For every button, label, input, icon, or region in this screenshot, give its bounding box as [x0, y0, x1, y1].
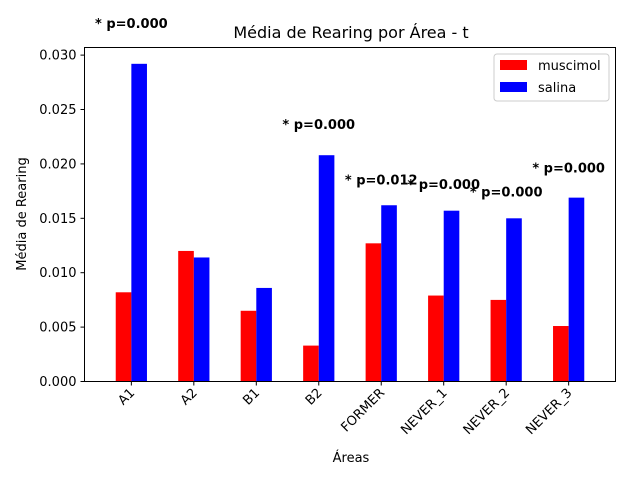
bar-salina-B1 [256, 287, 272, 382]
x-tick-label: B1 [240, 386, 263, 409]
y-tick-label: 0.025 [39, 103, 76, 118]
bar-salina-B2 [318, 155, 335, 382]
plot-frame [84, 47, 616, 382]
bar-muscimol-A2 [178, 250, 194, 382]
bar-salina-NEVER_1 [443, 210, 460, 382]
x-tick-label: NEVER_3 [523, 386, 575, 438]
x-tick-label: A1 [115, 386, 138, 409]
bar-salina-NEVER_3 [568, 197, 585, 382]
x-axis: A1 A2 B1 B2 FORMER NEVER_1 NEVER_2 NEVER_3 [115, 381, 575, 438]
y-tick-label: 0.020 [39, 157, 76, 172]
x-tick-label: B2 [303, 386, 326, 409]
chart-title: Média de Rearing por Área - t [233, 23, 468, 42]
bar-muscimol-B1 [240, 310, 257, 382]
x-tick-label: NEVER_1 [398, 386, 450, 438]
y-tick-label: 0.005 [39, 321, 76, 336]
bar-salina-NEVER_2 [506, 218, 522, 382]
p-value-annotation: * p=0.000 [470, 186, 543, 201]
p-value-annotation: * p=0.012 [345, 174, 418, 189]
y-tick-label: 0.015 [39, 212, 76, 227]
x-tick-label: NEVER_2 [461, 386, 513, 438]
bar-muscimol-FORMER [365, 243, 382, 382]
p-value-annotation: * p=0.000 [282, 118, 355, 133]
bar-muscimol-NEVER_3 [553, 326, 569, 382]
p-value-annotation: * p=0.000 [407, 178, 480, 193]
p-value-annotation: * p=0.000 [95, 17, 168, 32]
x-axis-label: Áreas [333, 450, 370, 466]
legend-label-salina: salina [538, 81, 576, 96]
bar-muscimol-B2 [303, 345, 319, 382]
legend-label-muscimol: muscimol [538, 59, 601, 74]
annotations: * p=0.000* p=0.000* p=0.012* p=0.000* p=… [95, 17, 605, 201]
y-tick-label: 0.000 [39, 375, 76, 390]
legend-swatch-salina [500, 82, 527, 92]
y-tick-label: 0.030 [39, 49, 76, 64]
bar-muscimol-NEVER_2 [490, 299, 507, 382]
bar-salina-A1 [131, 63, 147, 382]
legend: muscimol salina [493, 53, 610, 102]
x-tick-label: A2 [178, 386, 201, 409]
x-tick-label: FORMER [338, 386, 388, 436]
bar-muscimol-NEVER_1 [428, 295, 444, 382]
p-value-annotation: * p=0.000 [532, 162, 605, 177]
bars [115, 63, 585, 382]
legend-swatch-muscimol [500, 60, 527, 70]
bar-salina-FORMER [381, 205, 397, 382]
y-tick-label: 0.010 [39, 266, 76, 281]
bar-salina-A2 [193, 257, 210, 382]
y-axis-label: Média de Rearing [15, 157, 30, 270]
bar-muscimol-A1 [115, 292, 132, 382]
y-axis: 0.000 0.005 0.010 0.015 0.020 0.025 0.030 [39, 49, 85, 390]
